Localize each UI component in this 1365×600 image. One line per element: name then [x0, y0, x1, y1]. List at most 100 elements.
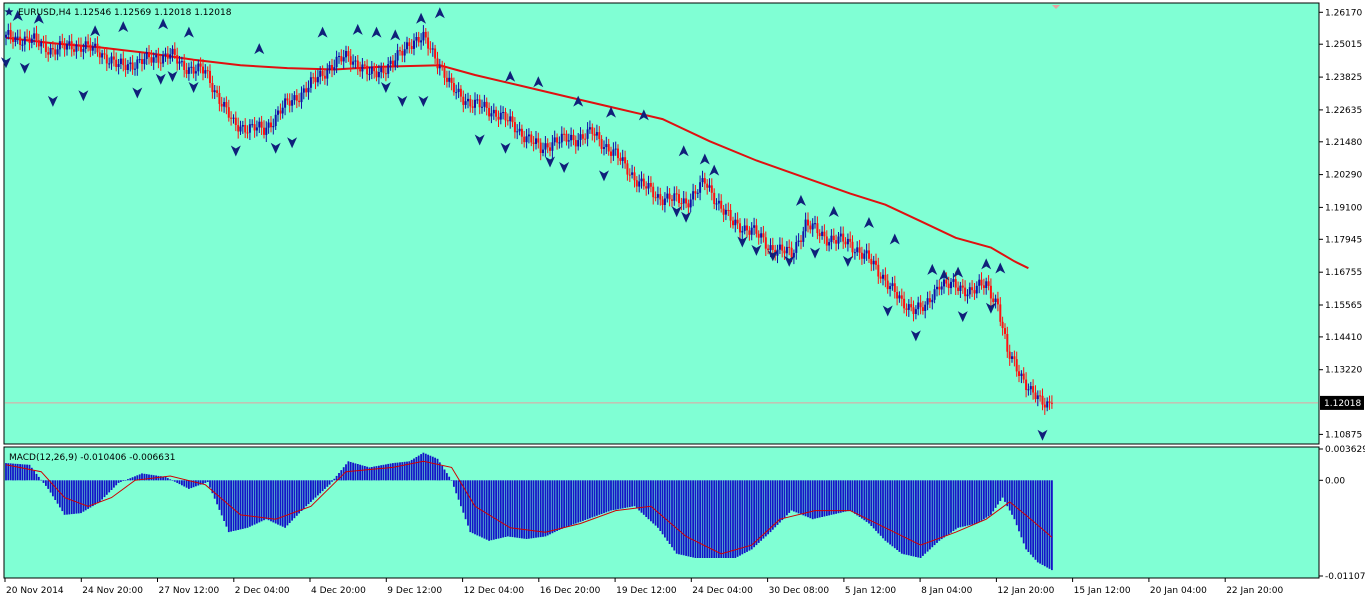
candle: [164, 47, 167, 62]
candle: [30, 34, 33, 49]
macd-bar: [295, 480, 298, 516]
macd-bar: [910, 480, 913, 556]
candle: [469, 95, 472, 113]
candle: [530, 131, 533, 147]
macd-bar: [964, 480, 966, 527]
macd-bar: [258, 480, 261, 523]
macd-bar: [816, 480, 819, 519]
candle: [574, 135, 577, 154]
macd-bar: [729, 480, 732, 558]
candle: [635, 176, 638, 193]
candle: [898, 291, 901, 303]
macd-bar: [743, 480, 746, 554]
candle: [396, 43, 399, 68]
macd-bar: [680, 480, 683, 555]
candle: [891, 276, 894, 291]
candle: [420, 33, 423, 50]
candle: [900, 288, 903, 307]
candle: [155, 49, 158, 64]
candle: [314, 70, 317, 90]
time-tick-label: 9 Dec 12:00: [387, 586, 442, 596]
candle: [183, 54, 186, 78]
macd-bar: [715, 480, 718, 558]
macd-bar: [373, 466, 376, 481]
macd-bar: [328, 480, 331, 485]
macd-bar: [232, 480, 235, 531]
candle: [821, 225, 824, 240]
macd-bar: [162, 476, 164, 481]
candle: [98, 45, 101, 65]
macd-bar: [206, 480, 209, 482]
macd-bar: [1046, 480, 1049, 568]
macd-bar: [148, 474, 150, 481]
candle: [94, 38, 97, 54]
macd-bar: [314, 480, 317, 498]
macd-bar: [185, 480, 188, 488]
macd-bar: [741, 480, 744, 555]
macd-bar: [983, 480, 985, 520]
candle: [865, 243, 868, 261]
candle: [464, 93, 467, 109]
macd-bar: [532, 480, 535, 539]
candle: [889, 282, 892, 297]
macd-bar: [141, 473, 143, 481]
candle: [917, 296, 920, 316]
macd-bar: [272, 480, 275, 523]
candle: [628, 168, 631, 182]
macd-bar: [896, 480, 898, 550]
candle: [190, 61, 193, 74]
candle: [237, 117, 240, 139]
candle: [1050, 395, 1053, 409]
candle: [223, 97, 226, 113]
macd-bar: [47, 480, 50, 489]
candle: [202, 59, 204, 81]
candle: [757, 230, 760, 245]
candle: [760, 227, 763, 244]
candle: [961, 278, 964, 294]
candle: [645, 181, 648, 196]
candle: [715, 198, 718, 211]
macd-bar: [166, 478, 169, 481]
macd-bar: [720, 480, 723, 558]
macd-bar: [115, 480, 118, 486]
candle: [612, 142, 615, 161]
macd-bar: [35, 473, 38, 481]
macd-bar: [999, 480, 1002, 501]
macd-bar: [5, 463, 7, 481]
fractal-up-marker: [416, 12, 427, 24]
macd-bar: [267, 480, 270, 521]
candle: [544, 136, 547, 157]
candle: [1029, 381, 1032, 396]
candle: [1043, 397, 1046, 415]
candle: [26, 29, 29, 42]
macd-bar: [70, 480, 73, 515]
macd-bar: [560, 480, 563, 529]
macd-bar: [518, 480, 521, 539]
candle: [912, 300, 915, 322]
macd-bar: [696, 480, 699, 558]
candle: [999, 297, 1002, 327]
macd-signal-layer: [5, 460, 1053, 555]
macd-bar: [1001, 480, 1004, 498]
macd-bar: [1020, 480, 1023, 538]
macd-bar: [94, 480, 96, 505]
macd-bar: [830, 480, 833, 515]
macd-bar: [713, 480, 716, 558]
fractal-down-marker: [230, 145, 241, 157]
macd-bar: [436, 458, 439, 481]
candle: [211, 75, 214, 99]
macd-bar: [788, 480, 791, 513]
candle: [366, 59, 369, 82]
time-tick-label: 2 Dec 04:00: [235, 586, 290, 596]
macd-bar: [539, 480, 542, 538]
macd-bar: [478, 480, 481, 537]
candle: [159, 55, 162, 71]
macd-bar: [237, 480, 240, 530]
macd-bar: [42, 480, 45, 483]
macd-bar: [746, 480, 748, 552]
macd-bar: [387, 463, 390, 481]
candle: [450, 73, 453, 91]
macd-bar: [333, 478, 336, 481]
candle: [811, 218, 814, 237]
macd-bar: [321, 480, 324, 492]
